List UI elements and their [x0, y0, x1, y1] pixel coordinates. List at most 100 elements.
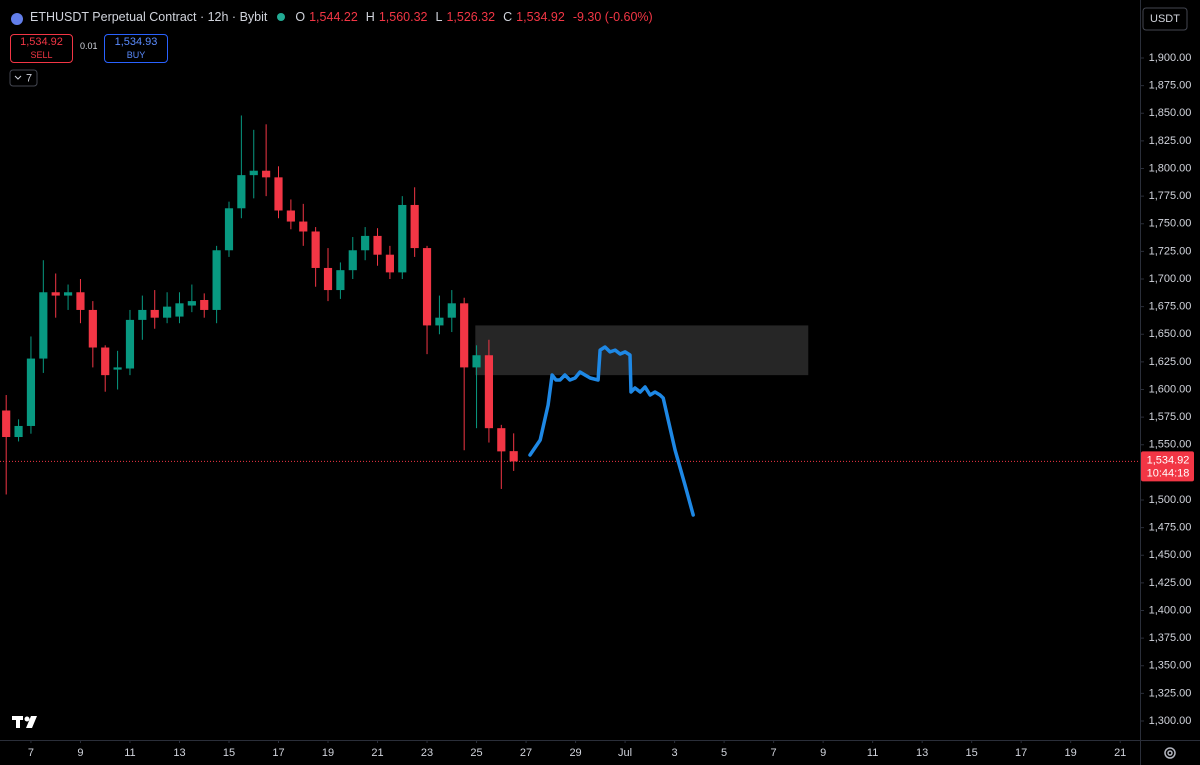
y-tick-label: 1,400.00 — [1149, 604, 1192, 616]
x-tick-label: 19 — [322, 747, 334, 759]
low-value: 1,526.32 — [446, 10, 496, 24]
hand-drawing — [528, 345, 695, 517]
y-tick-label: 1,750.00 — [1149, 218, 1192, 230]
indicator-toggle[interactable] — [9, 69, 38, 87]
y-tick-label: 1,650.00 — [1149, 328, 1192, 340]
header: ETHUSDT Perpetual Contract · 12h · Bybit… — [8, 10, 657, 24]
change: -9.30 (-0.60%) — [572, 10, 653, 24]
x-tick-label: 17 — [1015, 747, 1027, 759]
y-tick-label: 1,300.00 — [1149, 715, 1192, 727]
symbol-icon — [11, 13, 23, 25]
y-tick-label: 1,775.00 — [1149, 190, 1192, 202]
high-label: H — [365, 10, 375, 24]
x-tick-label: 5 — [721, 747, 727, 759]
price-label-box — [1141, 451, 1194, 482]
currency[interactable]: USDT — [1150, 13, 1180, 25]
x-tick-label: 29 — [569, 747, 581, 759]
y-tick-label: 1,700.00 — [1149, 273, 1192, 285]
candle-body — [224, 208, 234, 251]
candle-body — [398, 204, 407, 273]
candle-body — [336, 270, 345, 291]
candle-body — [373, 235, 382, 255]
low-label: L — [435, 10, 443, 24]
x-tick-label: 13 — [916, 747, 928, 759]
sell-button[interactable]: 1,534.92 SELL — [10, 34, 73, 63]
high-value: 1,560.32 — [378, 10, 428, 24]
candle-body — [348, 250, 357, 271]
candle-body — [2, 410, 11, 438]
buy-price: 1,534.93 — [114, 36, 158, 48]
candle-body — [63, 292, 73, 296]
candle-body — [88, 309, 97, 348]
candle-body — [101, 347, 110, 376]
x-tick-label: 27 — [520, 747, 532, 759]
x-tick-label: 11 — [124, 747, 135, 759]
x-tick-label: 7 — [28, 747, 34, 759]
candle-body — [76, 292, 85, 310]
x-tick-label: 13 — [173, 747, 185, 759]
indicator-count: 7 — [26, 72, 32, 84]
candle-body — [187, 301, 196, 306]
countdown: 10:44:18 — [1147, 467, 1190, 479]
x-tick-label: 21 — [1114, 747, 1126, 759]
y-tick-label: 1,600.00 — [1149, 383, 1192, 395]
buy-button[interactable]: 1,534.93 BUY — [104, 34, 168, 63]
candle-body — [497, 428, 506, 452]
candle-body — [138, 309, 147, 320]
status-dot — [277, 13, 286, 21]
candle-body — [212, 250, 221, 310]
x-tick-label: 9 — [77, 747, 83, 759]
y-tick-label: 1,550.00 — [1149, 439, 1192, 451]
candle-body — [447, 303, 456, 318]
candle-body — [509, 451, 518, 462]
x-tick-label: 23 — [421, 747, 433, 759]
candle-body — [249, 170, 258, 176]
candle-body — [262, 170, 271, 178]
y-tick-label: 1,500.00 — [1149, 494, 1192, 506]
y-tick-label: 1,450.00 — [1149, 549, 1192, 561]
x-tick-label: 17 — [272, 747, 284, 759]
y-tick-label: 1,900.00 — [1149, 52, 1192, 64]
zone — [475, 325, 809, 376]
candle-body — [163, 306, 172, 318]
sell-label: SELL — [30, 50, 53, 60]
x-tick-label: 11 — [867, 747, 878, 759]
x-tick-label: Jul — [618, 747, 632, 759]
y-tick-label: 1,800.00 — [1149, 162, 1192, 174]
candle-body — [435, 317, 444, 326]
chevron — [14, 75, 22, 80]
candle-body — [311, 231, 320, 268]
y-tick-label: 1,325.00 — [1149, 687, 1192, 699]
y-tick-label: 1,825.00 — [1149, 135, 1192, 147]
candle-body — [150, 309, 159, 318]
candle-body — [286, 210, 295, 222]
candle-body — [385, 254, 394, 273]
y-tick-label: 1,875.00 — [1149, 80, 1192, 92]
x-tick-label: 21 — [371, 747, 383, 759]
sell-price: 1,534.92 — [20, 36, 63, 48]
y-tick-label: 1,350.00 — [1149, 660, 1192, 672]
candle-body — [39, 292, 48, 359]
settings-icon[interactable] — [1164, 747, 1176, 759]
candle-body — [274, 177, 283, 211]
candle-body — [125, 319, 135, 369]
y-tick-label: 1,850.00 — [1149, 107, 1192, 119]
candle-body — [51, 292, 60, 296]
candle-body — [361, 235, 370, 251]
y-tick-label: 1,625.00 — [1149, 356, 1192, 368]
candle-body — [410, 204, 419, 249]
candle-body — [460, 303, 469, 368]
candle-body — [472, 355, 481, 368]
open-value: 1,544.22 — [309, 10, 358, 24]
y-tick-label: 1,475.00 — [1149, 522, 1192, 534]
open-label: O — [295, 10, 306, 24]
x-tick-label: 3 — [672, 747, 678, 759]
candle-body — [26, 358, 36, 426]
x-tick-label: 9 — [820, 747, 826, 759]
currency-button[interactable] — [1142, 7, 1188, 31]
y-tick-label: 1,425.00 — [1149, 577, 1192, 589]
y-tick-label: 1,675.00 — [1149, 301, 1192, 313]
